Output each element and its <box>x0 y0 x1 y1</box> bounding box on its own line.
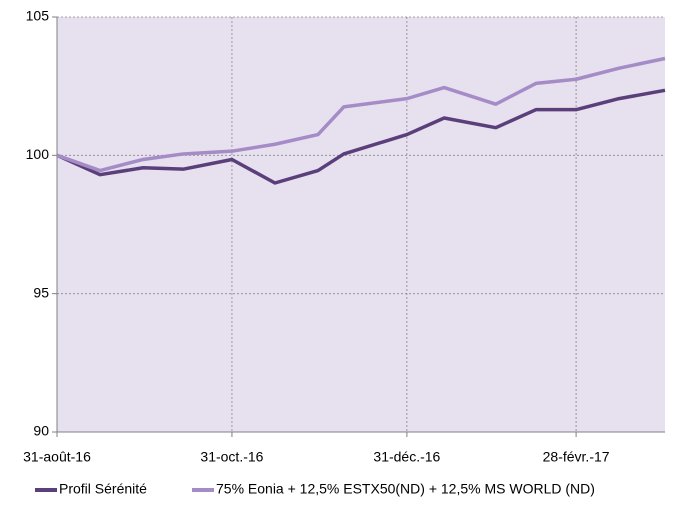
legend-label: 75% Eonia + 12,5% ESTX50(ND) + 12,5% MS … <box>216 481 595 497</box>
plot-area <box>57 17 665 432</box>
y-tick-label: 105 <box>26 8 50 24</box>
x-tick-label: 28-févr.-17 <box>543 449 610 465</box>
series-line <box>56 56 666 173</box>
legend-label: Profil Sérénité <box>59 481 147 497</box>
y-tick-label: 100 <box>26 146 50 162</box>
series-line <box>56 88 666 185</box>
y-tick-label: 95 <box>33 284 49 300</box>
x-tick-label: 31-oct.-16 <box>200 449 263 465</box>
y-tick-label: 90 <box>33 423 49 439</box>
x-tick-label: 31-déc.-16 <box>373 449 440 465</box>
x-tick-label: 31-août-16 <box>23 449 91 465</box>
